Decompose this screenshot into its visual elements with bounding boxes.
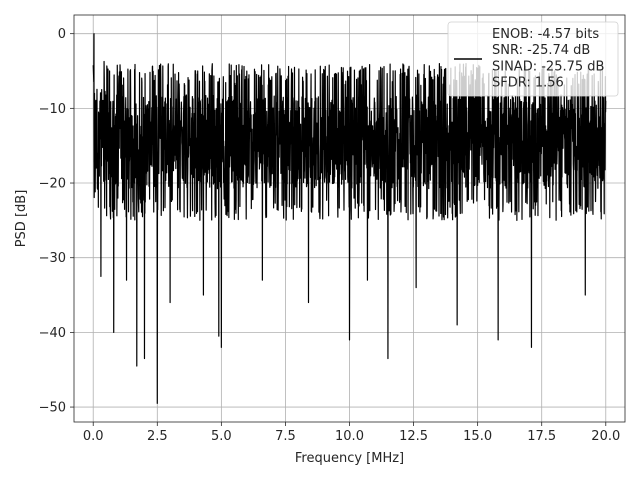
legend-entry: SINAD: -25.75 dB [492, 59, 604, 74]
legend-entry: SNR: -25.74 dB [492, 43, 590, 58]
y-axis-label: PSD [dB] [14, 190, 29, 248]
x-tick-label: 20.0 [591, 429, 620, 444]
x-tick-label: 2.5 [147, 429, 168, 444]
legend-box [447, 21, 619, 97]
y-tick-label: −20 [39, 177, 66, 192]
plot-area [92, 33, 607, 404]
x-tick-label: 12.5 [399, 429, 428, 444]
x-tick-label: 0.0 [83, 429, 104, 444]
x-tick-label: 7.5 [275, 429, 296, 444]
y-tick-label: −10 [39, 102, 66, 117]
x-axis-label: Frequency [MHz] [295, 451, 404, 466]
x-tick-label: 15.0 [463, 429, 492, 444]
legend-entry: SFDR: 1.56 [492, 76, 564, 91]
legend-entry: ENOB: -4.57 bits [492, 27, 599, 42]
y-axis-ticks: 0 −10 −20 −30 −40 −50 [39, 27, 74, 416]
x-tick-label: 10.0 [335, 429, 364, 444]
y-tick-label: −50 [39, 401, 66, 416]
x-axis-ticks: 0.0 2.5 5.0 7.5 10.0 12.5 15.0 17.5 20.0 [83, 422, 620, 444]
y-tick-label: 0 [58, 27, 66, 42]
y-tick-label: −40 [39, 326, 66, 341]
y-tick-label: −30 [39, 251, 66, 266]
x-tick-label: 5.0 [211, 429, 232, 444]
x-tick-label: 17.5 [527, 429, 556, 444]
psd-series-line [92, 33, 607, 404]
